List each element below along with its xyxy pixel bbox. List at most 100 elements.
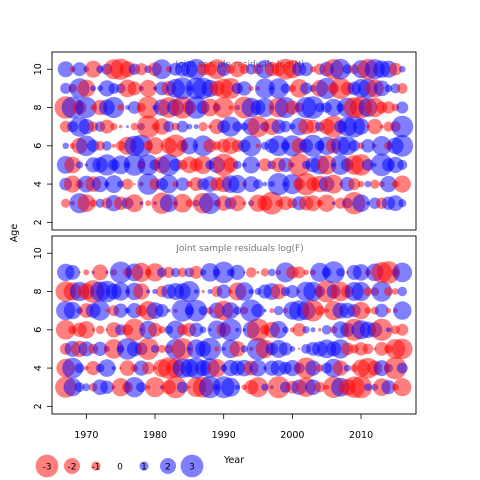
bubble	[249, 359, 267, 377]
bubble	[221, 377, 241, 397]
bubble	[269, 321, 288, 339]
bubble	[155, 304, 169, 318]
bubble	[242, 201, 247, 206]
bubble	[137, 96, 160, 119]
bubble	[247, 377, 269, 398]
legend-bubble	[64, 458, 80, 474]
bubble	[263, 308, 267, 313]
bubble	[173, 193, 192, 213]
bubble	[207, 289, 213, 294]
bubble	[246, 318, 270, 342]
bubble	[144, 377, 166, 398]
bubble	[255, 97, 275, 118]
bubble	[234, 384, 240, 390]
bubble	[171, 338, 194, 360]
bubble	[193, 124, 199, 130]
bubble	[126, 125, 129, 128]
bubble	[170, 267, 181, 278]
bubble	[72, 62, 87, 77]
bubble	[157, 344, 166, 353]
bubble	[253, 179, 263, 190]
bubble	[77, 321, 96, 339]
bubble	[122, 178, 133, 190]
bubble	[62, 357, 83, 379]
bubble	[146, 289, 151, 294]
bubble	[219, 318, 242, 341]
bubble	[163, 121, 175, 133]
y-tick-label: 8	[33, 288, 44, 294]
panel-title-log-f: Joint sample residuals log(F)	[175, 244, 303, 254]
bubble	[189, 322, 204, 337]
panel-log-f: Joint sample residuals log(F)	[51, 235, 417, 415]
bubble	[232, 121, 243, 132]
bubble	[177, 267, 188, 278]
bubble	[212, 261, 235, 284]
bubble	[314, 381, 326, 393]
bubble	[77, 194, 96, 213]
bubble	[371, 281, 392, 302]
bubble	[178, 281, 200, 302]
legend-bubble	[160, 458, 176, 474]
bubble	[322, 261, 345, 284]
bubble	[229, 264, 245, 280]
legend-label: 3	[189, 463, 195, 473]
y-tick-label: 10	[33, 247, 44, 259]
bubble	[292, 323, 306, 337]
bubble	[248, 85, 254, 91]
bubble	[90, 300, 111, 321]
bubble	[318, 194, 336, 212]
bubble	[228, 174, 247, 194]
legend-label: 1	[141, 463, 147, 473]
bubble	[100, 380, 114, 394]
bubble	[393, 378, 412, 397]
bubble	[384, 84, 393, 93]
bubble	[158, 326, 166, 334]
bubble	[133, 283, 150, 300]
bubble	[117, 104, 125, 111]
bubble	[352, 301, 370, 320]
bubble	[342, 64, 353, 75]
bubble	[384, 356, 407, 380]
bubble	[166, 308, 171, 313]
bubble	[302, 326, 310, 334]
bubble	[314, 305, 325, 316]
bubble	[92, 176, 109, 193]
bubble	[55, 320, 76, 340]
bubble	[389, 62, 402, 76]
bubble	[87, 139, 100, 152]
bubble	[64, 175, 82, 193]
y-tick-label: 2	[33, 219, 44, 225]
bubble	[289, 346, 296, 352]
bubble	[159, 194, 178, 213]
bubble	[57, 61, 74, 78]
bubble	[340, 342, 354, 356]
bubble	[240, 135, 262, 157]
bubble	[373, 80, 390, 97]
bubble	[95, 325, 105, 335]
x-tick-label: 2010	[349, 430, 373, 441]
legend-bubble	[180, 454, 204, 478]
bubbles-log-f	[55, 261, 413, 399]
bubble	[285, 285, 299, 298]
bubble	[384, 287, 393, 296]
bubble	[377, 261, 400, 284]
bubble	[102, 141, 112, 151]
bubble	[148, 322, 162, 337]
bubble	[366, 201, 370, 205]
bubble	[91, 328, 95, 332]
bubble	[228, 105, 233, 110]
bubble	[176, 120, 189, 133]
bubble	[127, 81, 142, 96]
bubble	[392, 338, 413, 360]
bubble	[175, 177, 190, 191]
bubble	[90, 85, 97, 92]
bubble	[352, 264, 370, 281]
bubble	[324, 98, 343, 117]
bubble	[139, 201, 144, 205]
bubble	[214, 346, 220, 352]
x-axis-label: Year	[223, 455, 244, 466]
bubble	[111, 282, 130, 301]
bubble	[248, 288, 254, 295]
bubble	[381, 380, 396, 395]
